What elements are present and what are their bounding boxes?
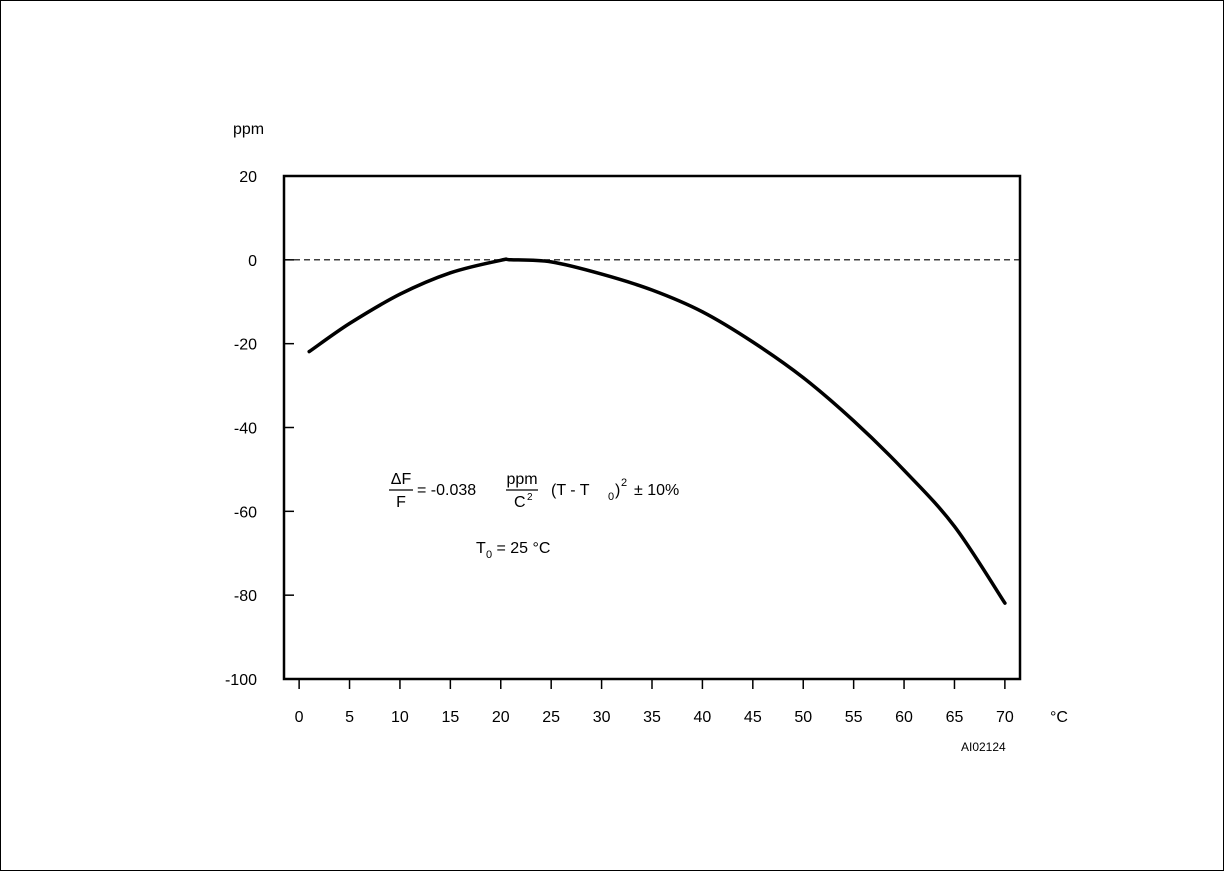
- t0-subscript: 0: [486, 549, 492, 561]
- formula-annotation: ΔF F = -0.038 ppm C 2 (T - T 0 ) 2 ± 10%…: [389, 471, 679, 561]
- data-point: [307, 350, 311, 354]
- data-point: [852, 419, 856, 423]
- data-point-group: [307, 258, 1007, 605]
- data-point: [600, 272, 604, 276]
- y-tick-label: -20: [234, 337, 257, 354]
- data-point: [348, 322, 351, 325]
- term-close: ): [615, 482, 620, 499]
- t0-symbol: T: [476, 540, 486, 557]
- x-tick-label: 60: [895, 709, 913, 726]
- x-tick-label: 70: [996, 709, 1014, 726]
- series-curve: [307, 257, 1007, 605]
- data-point: [549, 260, 553, 264]
- y-tick-label: -100: [225, 672, 257, 689]
- unit-denominator: C: [514, 494, 526, 511]
- formula-denominator: F: [396, 494, 406, 511]
- x-tick-label: 0: [295, 709, 304, 726]
- data-point: [1003, 601, 1007, 605]
- x-tick-label: 65: [946, 709, 964, 726]
- tolerance: ± 10%: [634, 482, 679, 499]
- y-tick-label: 0: [248, 253, 257, 270]
- plot-frame: [282, 174, 1022, 681]
- y-tick-label: -80: [234, 588, 257, 605]
- x-tick-label: 45: [744, 709, 762, 726]
- data-point: [448, 271, 452, 275]
- data-point: [700, 310, 704, 314]
- x-tick-group: 0 5 10 15 20 25 30 35 40 45 50 55 60 65 70: [295, 679, 1014, 726]
- term-exponent: 2: [621, 477, 627, 489]
- x-tick-label: 15: [441, 709, 459, 726]
- x-tick-label: 40: [694, 709, 712, 726]
- x-axis-label: °C: [1050, 709, 1068, 726]
- formula-coefficient: = -0.038: [417, 482, 476, 499]
- t0-value: = 25 °C: [492, 540, 550, 557]
- y-tick-label: 20: [239, 169, 257, 186]
- x-tick-label: 5: [345, 709, 354, 726]
- x-tick-label: 10: [391, 709, 409, 726]
- y-tick-group: 20 0 -20 -40 -60 -80 -100: [225, 169, 294, 689]
- term-subscript: 0: [608, 491, 614, 503]
- data-point: [953, 524, 956, 528]
- data-point: [650, 288, 654, 292]
- term-open: (T - T: [551, 482, 590, 499]
- formula-numerator: ΔF: [391, 471, 412, 488]
- x-tick-label: 55: [845, 709, 863, 726]
- data-point: [509, 258, 513, 262]
- y-tick-label: -60: [234, 504, 257, 521]
- data-point: [499, 258, 503, 262]
- figure-id: AI02124: [961, 740, 1006, 754]
- data-point: [902, 468, 906, 472]
- data-point: [751, 340, 755, 344]
- data-point: [801, 376, 805, 380]
- y-axis-label: ppm: [233, 121, 264, 138]
- x-tick-label: 35: [643, 709, 661, 726]
- x-tick-label: 50: [794, 709, 812, 726]
- unit-numerator: ppm: [506, 471, 537, 488]
- x-tick-label: 20: [492, 709, 510, 726]
- x-tick-label: 25: [542, 709, 560, 726]
- x-tick-label: 30: [593, 709, 611, 726]
- data-point: [398, 292, 402, 296]
- y-tick-label: -40: [234, 421, 257, 438]
- unit-denominator-exponent: 2: [527, 492, 533, 503]
